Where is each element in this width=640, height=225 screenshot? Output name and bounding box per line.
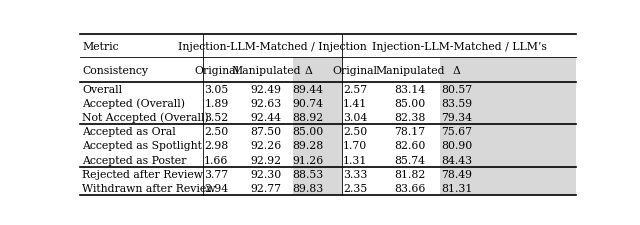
Bar: [440, 181, 576, 195]
Text: Not Accepted (Overall): Not Accepted (Overall): [83, 112, 209, 123]
Text: 88.92: 88.92: [292, 113, 324, 123]
Text: 84.43: 84.43: [442, 155, 472, 165]
Text: 92.63: 92.63: [250, 99, 282, 108]
Text: 92.30: 92.30: [250, 169, 282, 179]
Text: 2.35: 2.35: [343, 183, 367, 193]
Text: 85.74: 85.74: [394, 155, 426, 165]
Text: 2.98: 2.98: [204, 141, 228, 151]
Text: Manipulated: Manipulated: [375, 65, 445, 75]
Text: 83.66: 83.66: [394, 183, 426, 193]
Bar: [440, 167, 576, 181]
Bar: [293, 58, 342, 82]
Text: 1.31: 1.31: [343, 155, 367, 165]
Bar: [440, 139, 576, 153]
Text: 3.52: 3.52: [204, 113, 228, 123]
Text: 85.00: 85.00: [394, 99, 426, 108]
Text: 92.77: 92.77: [250, 183, 282, 193]
Text: Accepted as Poster: Accepted as Poster: [83, 155, 187, 165]
Bar: [440, 111, 576, 125]
Bar: [293, 167, 342, 181]
Bar: [293, 82, 342, 97]
Bar: [440, 97, 576, 111]
Bar: [293, 97, 342, 111]
Bar: [293, 125, 342, 139]
Bar: [440, 82, 576, 97]
Text: Accepted (Overall): Accepted (Overall): [83, 98, 186, 109]
Text: Accepted as Spotlight: Accepted as Spotlight: [83, 141, 202, 151]
Bar: [440, 153, 576, 167]
Text: Δ: Δ: [304, 65, 312, 75]
Text: 78.49: 78.49: [442, 169, 472, 179]
Text: 2.50: 2.50: [204, 127, 228, 137]
Text: 89.44: 89.44: [292, 85, 324, 94]
Text: 80.57: 80.57: [442, 85, 472, 94]
Text: 92.92: 92.92: [250, 155, 282, 165]
Text: 83.14: 83.14: [394, 85, 426, 94]
Bar: [440, 125, 576, 139]
Text: 2.57: 2.57: [343, 85, 367, 94]
Bar: [440, 58, 576, 82]
Text: 3.33: 3.33: [343, 169, 367, 179]
Text: 85.00: 85.00: [292, 127, 324, 137]
Text: Consistency: Consistency: [83, 65, 148, 75]
Text: 80.90: 80.90: [442, 141, 472, 151]
Text: 81.82: 81.82: [394, 169, 426, 179]
Text: Original: Original: [194, 65, 239, 75]
Text: 3.05: 3.05: [204, 85, 228, 94]
Text: 92.49: 92.49: [250, 85, 282, 94]
Text: 1.41: 1.41: [343, 99, 367, 108]
Bar: [293, 153, 342, 167]
Text: Injection-LLM-Matched / LLM’s: Injection-LLM-Matched / LLM’s: [371, 42, 547, 52]
Text: 3.77: 3.77: [204, 169, 228, 179]
Text: 88.53: 88.53: [292, 169, 324, 179]
Text: 78.17: 78.17: [394, 127, 426, 137]
Text: 82.38: 82.38: [394, 113, 426, 123]
Text: Withdrawn after Review: Withdrawn after Review: [83, 183, 216, 193]
Text: 87.50: 87.50: [250, 127, 282, 137]
Text: 90.74: 90.74: [292, 99, 324, 108]
Text: 89.83: 89.83: [292, 183, 324, 193]
Text: 82.60: 82.60: [394, 141, 426, 151]
Text: 75.67: 75.67: [442, 127, 472, 137]
Text: 81.31: 81.31: [441, 183, 473, 193]
Text: Original: Original: [333, 65, 378, 75]
Text: Manipulated: Manipulated: [231, 65, 301, 75]
Text: Overall: Overall: [83, 85, 123, 94]
Text: 3.04: 3.04: [343, 113, 367, 123]
Bar: [293, 111, 342, 125]
Text: 92.26: 92.26: [250, 141, 282, 151]
Text: 1.70: 1.70: [343, 141, 367, 151]
Text: Injection-LLM-Matched / Injection: Injection-LLM-Matched / Injection: [178, 42, 367, 52]
Text: Metric: Metric: [83, 42, 119, 52]
Text: 2.94: 2.94: [204, 183, 228, 193]
Bar: [293, 181, 342, 195]
Text: 83.59: 83.59: [442, 99, 472, 108]
Text: 91.26: 91.26: [292, 155, 324, 165]
Text: 79.34: 79.34: [442, 113, 472, 123]
Bar: [293, 139, 342, 153]
Text: 1.89: 1.89: [204, 99, 228, 108]
Text: 92.44: 92.44: [250, 113, 282, 123]
Text: 2.50: 2.50: [343, 127, 367, 137]
Text: 1.66: 1.66: [204, 155, 228, 165]
Text: Δ: Δ: [453, 65, 461, 75]
Text: 89.28: 89.28: [292, 141, 324, 151]
Text: Rejected after Review: Rejected after Review: [83, 169, 204, 179]
Text: Accepted as Oral: Accepted as Oral: [83, 127, 176, 137]
